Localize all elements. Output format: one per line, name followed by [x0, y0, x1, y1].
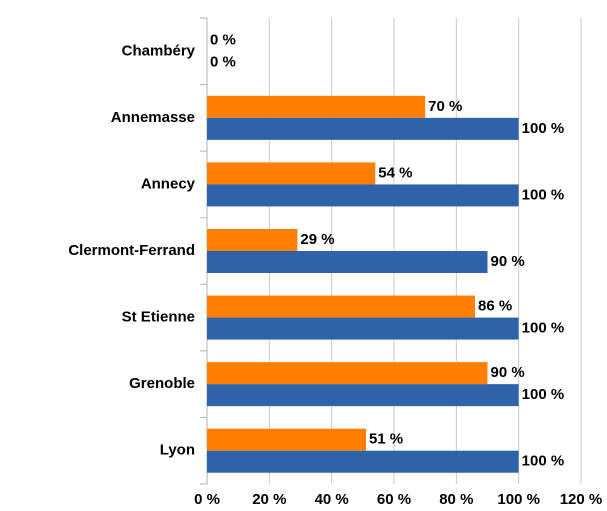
value-label: 51 % — [369, 431, 403, 448]
x-tick-label: 60 % — [377, 491, 411, 508]
bar — [207, 295, 476, 318]
value-label: 90 % — [491, 364, 525, 381]
bar — [207, 229, 298, 251]
bar — [207, 450, 519, 473]
value-label: 86 % — [478, 298, 512, 315]
bar — [207, 317, 519, 340]
y-tick-label: Annemasse — [111, 109, 195, 126]
value-label: 100 % — [522, 386, 565, 403]
y-tick-label: St Etienne — [122, 309, 195, 326]
value-label: 100 % — [522, 453, 565, 470]
x-tick-label: 0 % — [194, 491, 220, 508]
bar — [207, 95, 426, 118]
y-tick-label: Annecy — [141, 175, 196, 192]
bar — [207, 384, 519, 407]
value-label: 0 % — [210, 53, 236, 70]
bar — [207, 162, 376, 185]
value-label: 29 % — [300, 231, 334, 248]
value-label: 90 % — [491, 253, 525, 270]
y-tick-label: Lyon — [160, 442, 195, 459]
bar — [207, 117, 519, 140]
y-tick-label: Clermont-Ferrand — [68, 242, 195, 259]
value-label: 100 % — [522, 320, 565, 337]
value-label: 0 % — [210, 31, 236, 48]
x-tick-label: 40 % — [315, 491, 349, 508]
y-tick-label: Chambéry — [122, 42, 196, 59]
x-tick-label: 120 % — [560, 491, 603, 508]
bar — [207, 362, 488, 385]
bar — [207, 428, 366, 451]
value-label: 70 % — [428, 98, 462, 115]
value-label: 54 % — [378, 164, 412, 181]
x-tick-label: 20 % — [252, 491, 286, 508]
y-tick-label: Grenoble — [129, 375, 195, 392]
bar — [207, 251, 488, 273]
value-label: 100 % — [522, 120, 565, 137]
value-label: 100 % — [522, 186, 565, 203]
bar — [207, 184, 519, 207]
x-tick-label: 100 % — [497, 491, 540, 508]
x-tick-label: 80 % — [439, 491, 473, 508]
